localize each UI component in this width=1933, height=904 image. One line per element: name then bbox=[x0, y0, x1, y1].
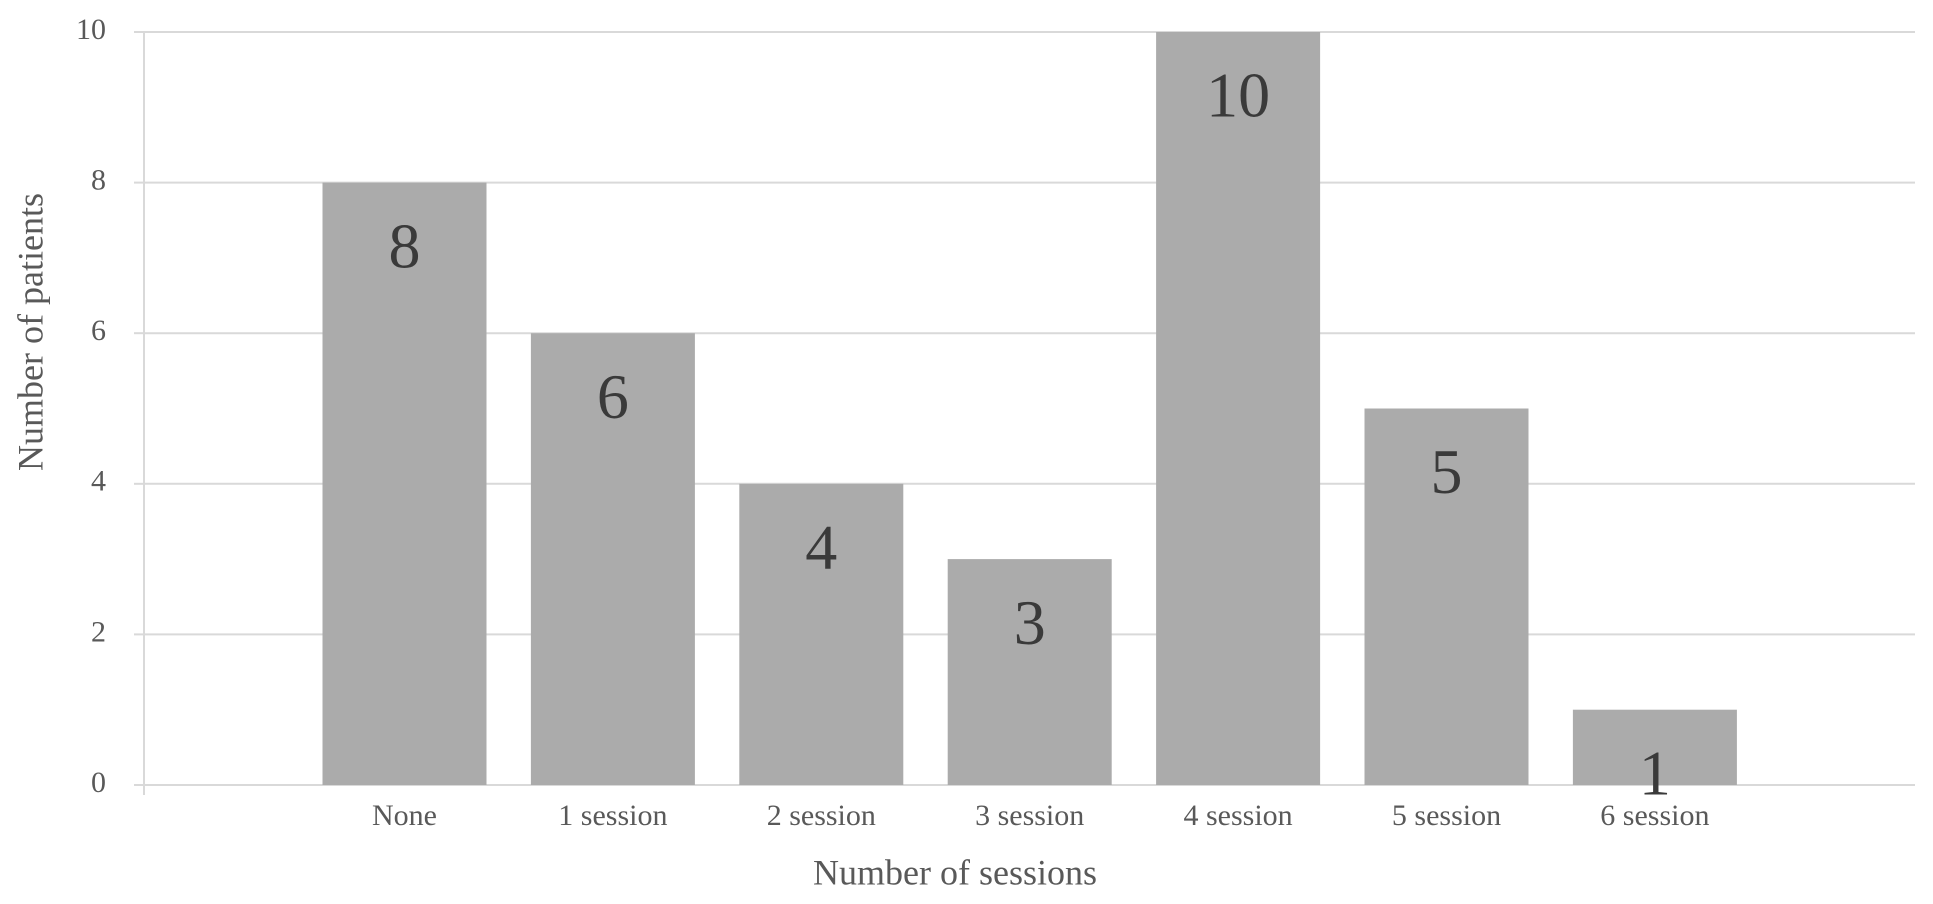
bar bbox=[1572, 709, 1737, 785]
bar bbox=[739, 483, 904, 785]
y-tick-label: 8 bbox=[91, 163, 106, 196]
x-tick-label: None bbox=[372, 799, 437, 832]
y-tick-label: 4 bbox=[91, 465, 106, 498]
bar bbox=[530, 333, 695, 785]
value-label: 4 bbox=[805, 511, 837, 582]
bar bbox=[1364, 408, 1529, 785]
x-tick-label: 6 session bbox=[1600, 799, 1709, 832]
x-tick-label: 4 session bbox=[1184, 799, 1293, 832]
value-label: 8 bbox=[389, 210, 421, 281]
value-label: 6 bbox=[597, 361, 629, 432]
value-label: 5 bbox=[1431, 436, 1463, 507]
x-tick-label: 2 session bbox=[767, 799, 876, 832]
value-label: 3 bbox=[1014, 587, 1046, 658]
x-tick-label: 5 session bbox=[1392, 799, 1501, 832]
bar bbox=[947, 559, 1112, 785]
y-tick-label: 0 bbox=[91, 766, 106, 799]
x-tick-label: 1 session bbox=[558, 799, 667, 832]
value-label: 10 bbox=[1206, 60, 1270, 131]
x-axis-title: Number of sessions bbox=[813, 852, 1097, 892]
y-axis-title: Number of patients bbox=[10, 193, 50, 471]
x-tick-label: 3 session bbox=[975, 799, 1084, 832]
bar bbox=[322, 182, 487, 786]
y-tick-label: 6 bbox=[91, 314, 106, 347]
bar bbox=[1156, 32, 1321, 785]
value-label: 1 bbox=[1639, 737, 1671, 808]
y-tick-label: 10 bbox=[76, 13, 106, 46]
y-tick-label: 2 bbox=[91, 615, 106, 648]
